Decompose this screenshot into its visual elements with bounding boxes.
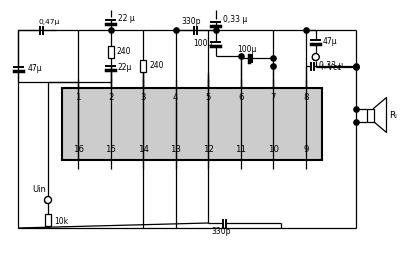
Circle shape <box>44 197 52 203</box>
Text: 2: 2 <box>108 93 114 103</box>
Text: 0,47μ: 0,47μ <box>38 19 60 25</box>
Circle shape <box>312 54 319 60</box>
Text: 240: 240 <box>117 47 131 56</box>
Text: 47μ: 47μ <box>323 37 337 46</box>
Text: 330p: 330p <box>181 18 200 26</box>
Text: 15: 15 <box>105 146 116 154</box>
Text: 4: 4 <box>173 93 178 103</box>
Text: 6: 6 <box>238 93 244 103</box>
Text: 9: 9 <box>303 146 308 154</box>
Text: 10: 10 <box>268 146 279 154</box>
Bar <box>140 60 146 72</box>
Text: 22 μ: 22 μ <box>118 14 134 23</box>
Text: 8: 8 <box>303 93 308 103</box>
Text: 1: 1 <box>76 93 81 103</box>
Text: 7: 7 <box>270 93 276 103</box>
Text: Uin: Uin <box>32 185 46 195</box>
Text: 14: 14 <box>138 146 149 154</box>
Bar <box>366 108 374 121</box>
Text: 330p: 330p <box>212 227 231 235</box>
Text: 16: 16 <box>73 146 84 154</box>
Text: 5: 5 <box>206 93 211 103</box>
Text: 100μ: 100μ <box>193 39 213 47</box>
Text: 12: 12 <box>203 146 214 154</box>
Bar <box>108 46 114 58</box>
Bar <box>45 214 51 226</box>
Text: Rₗ: Rₗ <box>390 110 397 119</box>
Text: 100μ: 100μ <box>237 45 256 55</box>
Text: + Vcc: + Vcc <box>319 62 341 71</box>
Text: 0,33 μ: 0,33 μ <box>223 15 247 24</box>
Bar <box>62 88 322 160</box>
Text: 47μ: 47μ <box>28 64 43 73</box>
Text: 10k: 10k <box>54 217 68 227</box>
Text: 0,33 μ: 0,33 μ <box>319 61 343 71</box>
Text: 22μ: 22μ <box>118 63 132 72</box>
Text: 13: 13 <box>170 146 181 154</box>
Text: 11: 11 <box>235 146 246 154</box>
Text: 240: 240 <box>149 61 164 71</box>
Text: 3: 3 <box>140 93 146 103</box>
